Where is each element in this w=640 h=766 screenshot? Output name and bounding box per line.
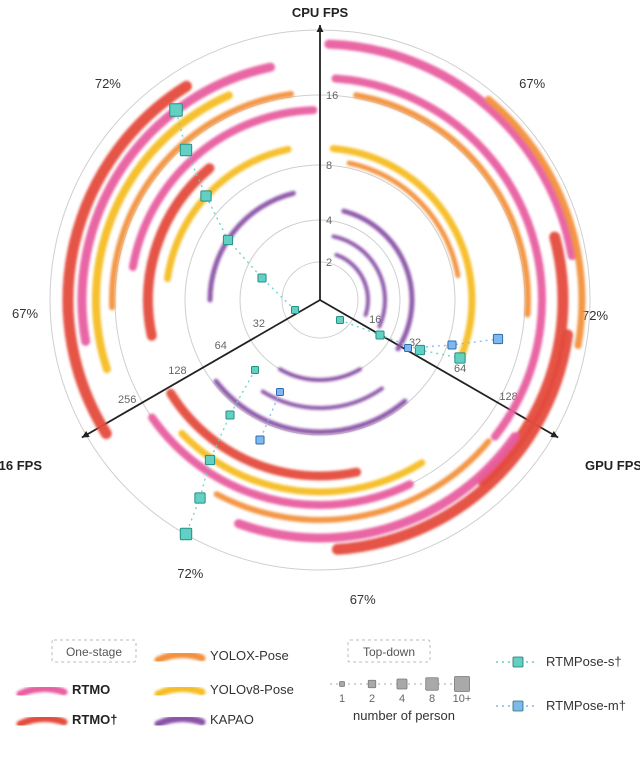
svg-text:KAPAO: KAPAO (210, 712, 254, 727)
svg-text:YOLOv8-Pose: YOLOv8-Pose (210, 682, 294, 697)
svg-text:GPU-FP16 FPS: GPU-FP16 FPS (0, 458, 42, 473)
svg-text:67%: 67% (519, 76, 545, 91)
polar-chart: 248161632641283264128256CPU FPSGPU FPSGP… (0, 0, 640, 766)
svg-text:256: 256 (118, 394, 136, 406)
svg-text:4: 4 (399, 693, 405, 705)
svg-text:4: 4 (326, 215, 332, 227)
svg-text:CPU FPS: CPU FPS (292, 5, 349, 20)
svg-text:2: 2 (369, 693, 375, 705)
svg-text:128: 128 (168, 365, 186, 377)
svg-text:67%: 67% (12, 306, 38, 321)
svg-text:YOLOX-Pose: YOLOX-Pose (210, 648, 289, 663)
svg-text:72%: 72% (582, 308, 608, 323)
svg-text:1: 1 (339, 693, 345, 705)
svg-text:10+: 10+ (453, 693, 472, 705)
svg-text:RTMPose-s†: RTMPose-s† (546, 654, 622, 669)
svg-text:8: 8 (326, 160, 332, 172)
svg-text:2: 2 (326, 257, 332, 269)
svg-text:64: 64 (215, 340, 227, 352)
svg-text:RTMPose-m†: RTMPose-m† (546, 698, 626, 713)
svg-text:72%: 72% (177, 566, 203, 581)
legend: One-stage RTMO RTMO† YOLOX-Pose YOLOv8-Pose K… (20, 640, 626, 727)
svg-text:GPU FPS: GPU FPS (585, 458, 640, 473)
svg-text:RTMO: RTMO (72, 682, 110, 697)
svg-text:72%: 72% (95, 76, 121, 91)
svg-text:Top-down: Top-down (363, 645, 415, 659)
arcs (68, 44, 582, 549)
svg-text:One-stage: One-stage (66, 645, 122, 659)
svg-text:16: 16 (326, 90, 338, 102)
svg-text:number of person: number of person (353, 708, 455, 723)
svg-text:8: 8 (429, 693, 435, 705)
svg-text:67%: 67% (350, 592, 376, 607)
svg-text:RTMO†: RTMO† (72, 712, 118, 727)
svg-text:64: 64 (454, 363, 466, 375)
svg-text:32: 32 (253, 318, 265, 330)
